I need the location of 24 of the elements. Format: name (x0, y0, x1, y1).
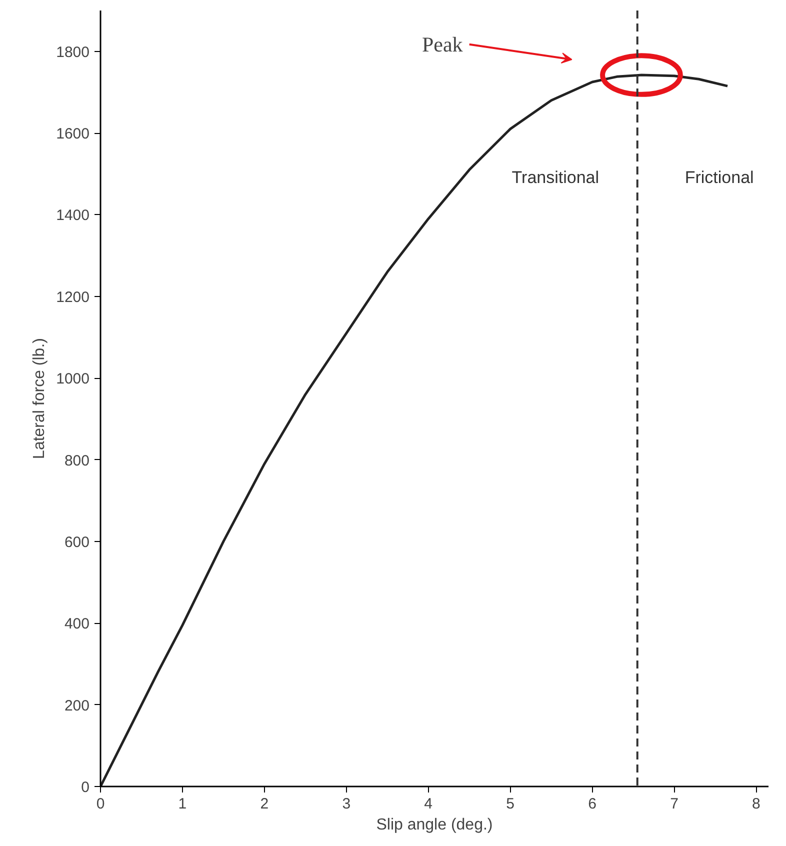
y-tick-label: 600 (64, 534, 90, 551)
x-axis-title: Slip angle (deg.) (376, 816, 493, 834)
y-tick-label: 200 (64, 697, 90, 714)
y-tick-label: 1600 (56, 126, 90, 143)
x-tick-label: 1 (178, 796, 187, 812)
y-tick-label: 1800 (56, 44, 90, 61)
y-axis-title: Lateral force (lb.) (31, 338, 48, 459)
x-tick-label: 7 (670, 796, 678, 812)
x-tick-label: 4 (424, 796, 433, 812)
x-tick-label: 3 (342, 796, 351, 812)
y-tick-label: 1400 (56, 207, 90, 224)
y-tick-label: 0 (81, 779, 90, 796)
y-tick-label: 800 (64, 452, 90, 470)
y-tick-label: 1000 (56, 370, 90, 388)
x-tick-label: 8 (752, 796, 760, 812)
annotation: Transitional (512, 168, 600, 187)
x-tick-label: 5 (506, 796, 514, 812)
x-tick-label: 6 (588, 796, 596, 812)
y-tick-label: 1200 (56, 288, 90, 306)
x-tick-label: 0 (96, 796, 105, 812)
annotation: Frictional (684, 168, 754, 187)
annotation: Peak (422, 32, 464, 56)
y-tick-label: 400 (64, 616, 90, 633)
x-tick-label: 2 (260, 796, 269, 812)
